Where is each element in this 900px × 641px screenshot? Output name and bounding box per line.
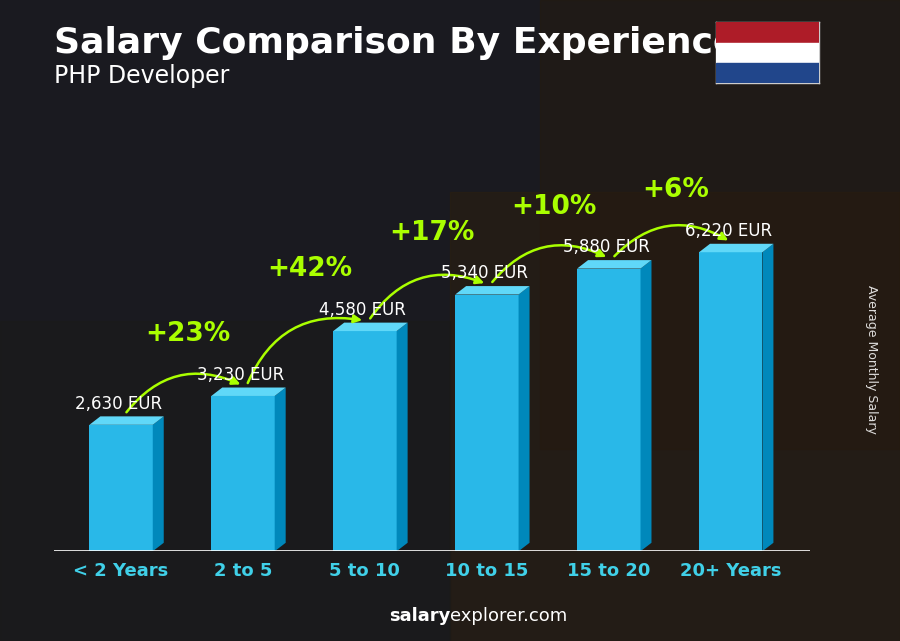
Polygon shape <box>577 260 652 269</box>
Bar <box>212 396 274 551</box>
Bar <box>699 252 762 551</box>
Text: 2,630 EUR: 2,630 EUR <box>75 394 162 413</box>
Text: salary: salary <box>389 607 450 625</box>
Text: +6%: +6% <box>643 178 709 203</box>
Bar <box>450 192 900 641</box>
Bar <box>89 425 153 551</box>
Text: 5,880 EUR: 5,880 EUR <box>562 238 650 256</box>
Text: Salary Comparison By Experience: Salary Comparison By Experience <box>54 26 737 60</box>
Bar <box>455 294 518 551</box>
Polygon shape <box>518 286 529 551</box>
Text: 6,220 EUR: 6,220 EUR <box>685 222 772 240</box>
Text: +42%: +42% <box>267 256 353 282</box>
Polygon shape <box>153 417 164 551</box>
Bar <box>716 63 819 83</box>
Bar <box>716 22 819 43</box>
Bar <box>577 269 641 551</box>
Polygon shape <box>333 322 408 331</box>
Text: 5,340 EUR: 5,340 EUR <box>441 264 528 282</box>
Polygon shape <box>455 286 529 294</box>
Text: +10%: +10% <box>511 194 597 220</box>
Bar <box>716 43 819 63</box>
Bar <box>540 0 900 449</box>
Text: 3,230 EUR: 3,230 EUR <box>197 365 284 384</box>
Text: Average Monthly Salary: Average Monthly Salary <box>865 285 878 433</box>
Bar <box>333 331 397 551</box>
Polygon shape <box>699 244 773 252</box>
Polygon shape <box>274 388 285 551</box>
Polygon shape <box>212 388 285 396</box>
Polygon shape <box>641 260 652 551</box>
Text: +23%: +23% <box>146 321 230 347</box>
Bar <box>0 320 450 641</box>
Text: explorer.com: explorer.com <box>450 607 567 625</box>
Text: 4,580 EUR: 4,580 EUR <box>320 301 406 319</box>
Text: PHP Developer: PHP Developer <box>54 64 230 88</box>
Polygon shape <box>89 417 164 425</box>
Text: +17%: +17% <box>390 220 474 246</box>
Polygon shape <box>397 322 408 551</box>
Polygon shape <box>762 244 773 551</box>
